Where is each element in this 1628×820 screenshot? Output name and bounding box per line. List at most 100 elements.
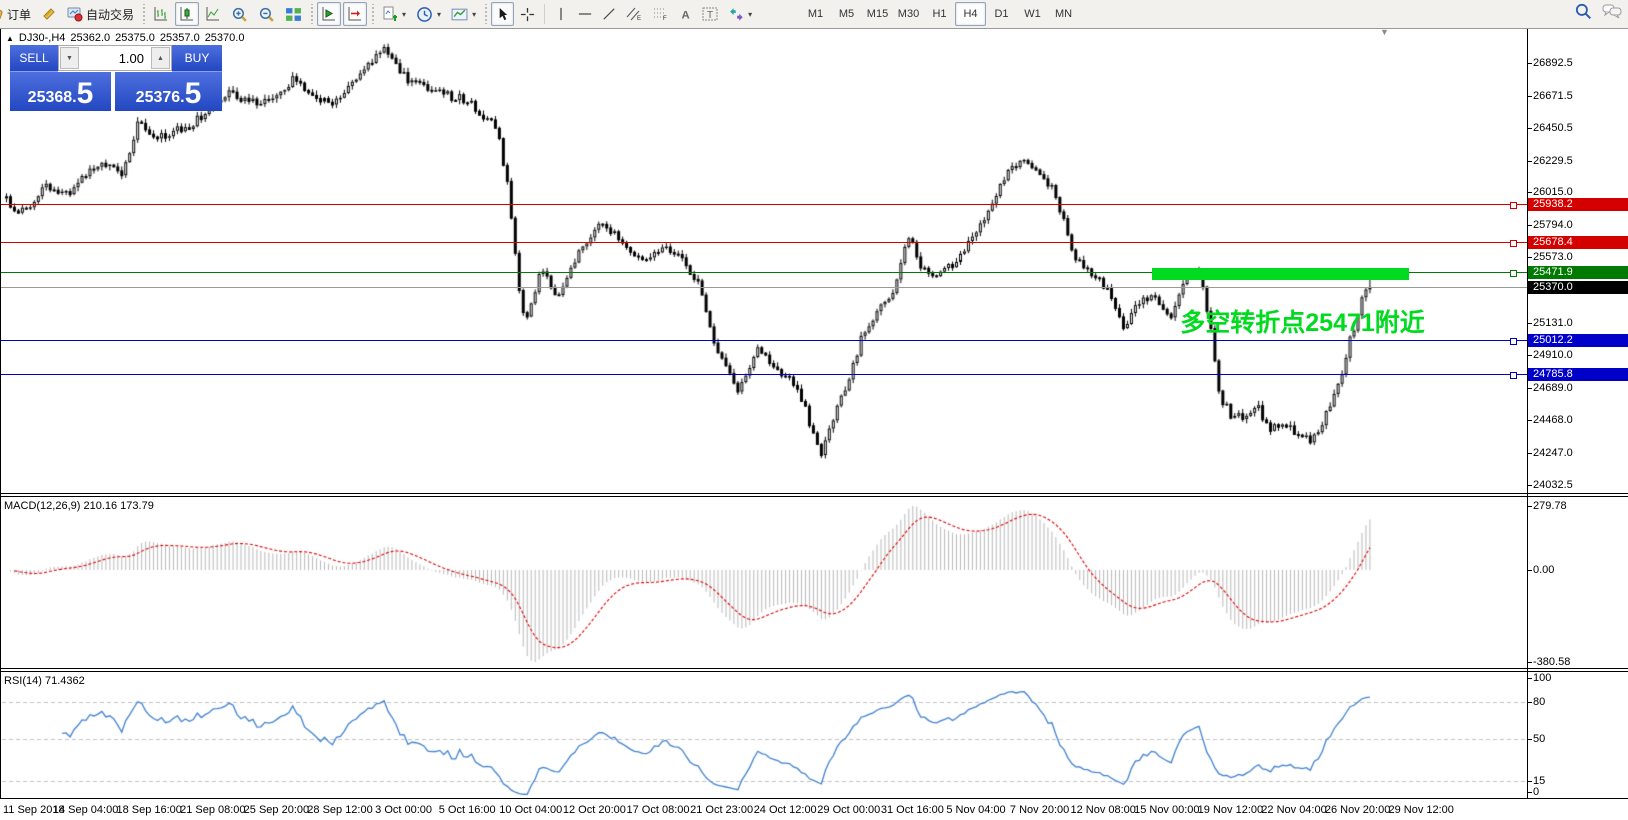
horizontal-line-25012.2[interactable] (1, 340, 1527, 342)
fibonacci-button[interactable]: F (648, 2, 672, 26)
horizontal-line-24785.8[interactable] (1, 373, 1527, 375)
price-axis-label: 26229.5 (1533, 154, 1573, 167)
price-badge-24785.8: 24785.8 (1528, 367, 1628, 381)
price-axis-tick (1527, 322, 1532, 324)
text-icon: A (682, 9, 690, 21)
rectangle-annotation[interactable] (1151, 267, 1410, 280)
panel-collapse-icon[interactable]: ▲ (6, 33, 14, 43)
horizontal-line-button[interactable] (574, 2, 596, 26)
chart-shift-marker[interactable]: ▼ (1380, 27, 1389, 37)
price-axis-label: 24032.5 (1533, 478, 1573, 491)
zoom-in-button[interactable] (227, 2, 252, 26)
time-axis-line (0, 798, 1628, 799)
rsi-axis-label: 80 (1533, 696, 1546, 709)
rsi-label-row: RSI(14) 71.4362 (4, 675, 85, 687)
time-axis-label: 15 Nov 00:00 (1134, 804, 1200, 816)
line-endpoint-handle (1510, 239, 1517, 247)
timeframe-M1[interactable]: M1 (807, 8, 824, 20)
new-chart-button[interactable]: ▾ (378, 2, 410, 26)
timeframe-M15[interactable]: M15 (866, 8, 889, 20)
volume-increase-button[interactable]: ▲ (151, 47, 170, 69)
panel-divider[interactable] (0, 668, 1628, 669)
buy-button[interactable]: BUY (172, 45, 222, 72)
time-axis-label: 29 Oct 00:00 (817, 804, 881, 816)
svg-text:F: F (663, 16, 667, 22)
bar-chart-button[interactable] (149, 2, 173, 26)
search-icon[interactable] (1574, 2, 1592, 20)
auto-scroll-button[interactable] (317, 2, 342, 26)
horizontal-line-25678.4[interactable] (1, 241, 1527, 243)
panel-divider[interactable] (0, 493, 1628, 494)
volume-value[interactable]: 1.00 (118, 50, 144, 66)
price-axis-tick (1527, 160, 1532, 162)
price-axis-label: 24689.0 (1533, 381, 1573, 394)
candlestick-button[interactable] (175, 2, 200, 26)
indicators-button[interactable]: ▾ (447, 2, 480, 26)
time-axis-label: 24 Oct 12:00 (753, 804, 817, 816)
price-axis-label: 26015.0 (1533, 186, 1573, 199)
sell-button[interactable]: SELL (10, 45, 58, 72)
gold-badge-icon-button[interactable] (37, 2, 61, 26)
sell-price[interactable]: 25368. 5 (10, 72, 111, 111)
timeframe-H4[interactable]: H4 (955, 2, 986, 26)
toolbar-grip (141, 4, 147, 24)
auto-trading-button[interactable]: 自动交易 (63, 2, 138, 26)
vertical-line-button[interactable] (550, 2, 572, 26)
new-order-button[interactable]: 订单 (0, 2, 35, 26)
timeframe-W1[interactable]: W1 (1024, 8, 1041, 20)
gold-badge-icon (43, 8, 55, 20)
time-axis-label: 11 Sep 2018 (3, 804, 65, 816)
buy-price[interactable]: 25376. 5 (115, 72, 222, 111)
time-axis-label: 3 Oct 00:00 (375, 804, 433, 816)
toolbar-grip (370, 4, 376, 24)
price-axis-tick (1527, 355, 1532, 357)
chart-shift-icon (348, 7, 362, 21)
zoom-in-icon (232, 7, 247, 22)
timeframe-M5[interactable]: M5 (838, 8, 855, 20)
horizontal-line-25471.9[interactable] (1, 272, 1527, 274)
panel-divider[interactable] (0, 671, 1628, 672)
chevron-down-icon: ▾ (748, 9, 753, 19)
chevron-down-icon: ▾ (402, 9, 407, 19)
time-axis-label: 26 Nov 20:00 (1324, 804, 1391, 816)
crosshair-button[interactable] (516, 2, 539, 26)
timeframe-D1[interactable]: D1 (994, 8, 1009, 20)
panel-divider[interactable] (0, 496, 1628, 497)
trendline-button[interactable] (598, 2, 620, 26)
price-axis-label: 24910.0 (1533, 349, 1573, 362)
macd-axis-label: 0.00 (1533, 564, 1555, 576)
volume-decrease-button[interactable]: ▼ (60, 47, 79, 69)
horizontal-line-25938.2[interactable] (1, 203, 1527, 205)
channel-button[interactable]: E (622, 2, 646, 26)
price-badge-25012.2: 25012.2 (1528, 334, 1628, 348)
timeframe-H1[interactable]: H1 (932, 8, 947, 20)
volume-stepper: ▼ 1.00 ▲ (58, 45, 172, 71)
tile-windows-button[interactable] (281, 2, 306, 26)
text-label-button[interactable]: T (698, 2, 722, 26)
current-price-badge: 25370.0 (1528, 281, 1628, 295)
timeframe-M30[interactable]: M30 (897, 8, 920, 20)
cursor-icon (499, 7, 508, 20)
text-annotation[interactable]: 多空转折点25471附近 (1180, 309, 1425, 337)
price-axis-label: 24247.0 (1533, 446, 1573, 459)
price-axis-tick (1527, 484, 1532, 486)
cursor-button[interactable] (491, 2, 515, 26)
chat-icon[interactable] (1602, 3, 1622, 19)
line-chart-button[interactable] (201, 2, 225, 26)
chevron-down-icon: ▾ (437, 9, 442, 19)
price-axis-tick (1527, 95, 1532, 97)
rsi-axis-tick (1527, 780, 1532, 782)
channel-icon: E (626, 7, 641, 22)
symbol-period-label: DJ30-,H4 (18, 32, 66, 44)
text-button[interactable]: A (674, 2, 696, 26)
chart-shift-button[interactable] (343, 2, 368, 26)
trendline-icon (603, 8, 615, 20)
price-axis-label: 25794.0 (1533, 218, 1573, 231)
tile-windows-icon (286, 7, 301, 21)
arrows-button[interactable]: ▾ (724, 2, 756, 26)
periods-button[interactable]: ▾ (412, 2, 445, 26)
timeframe-MN[interactable]: MN (1054, 8, 1073, 20)
price-axis-label: 26450.5 (1533, 122, 1573, 135)
zoom-out-button[interactable] (254, 2, 279, 26)
